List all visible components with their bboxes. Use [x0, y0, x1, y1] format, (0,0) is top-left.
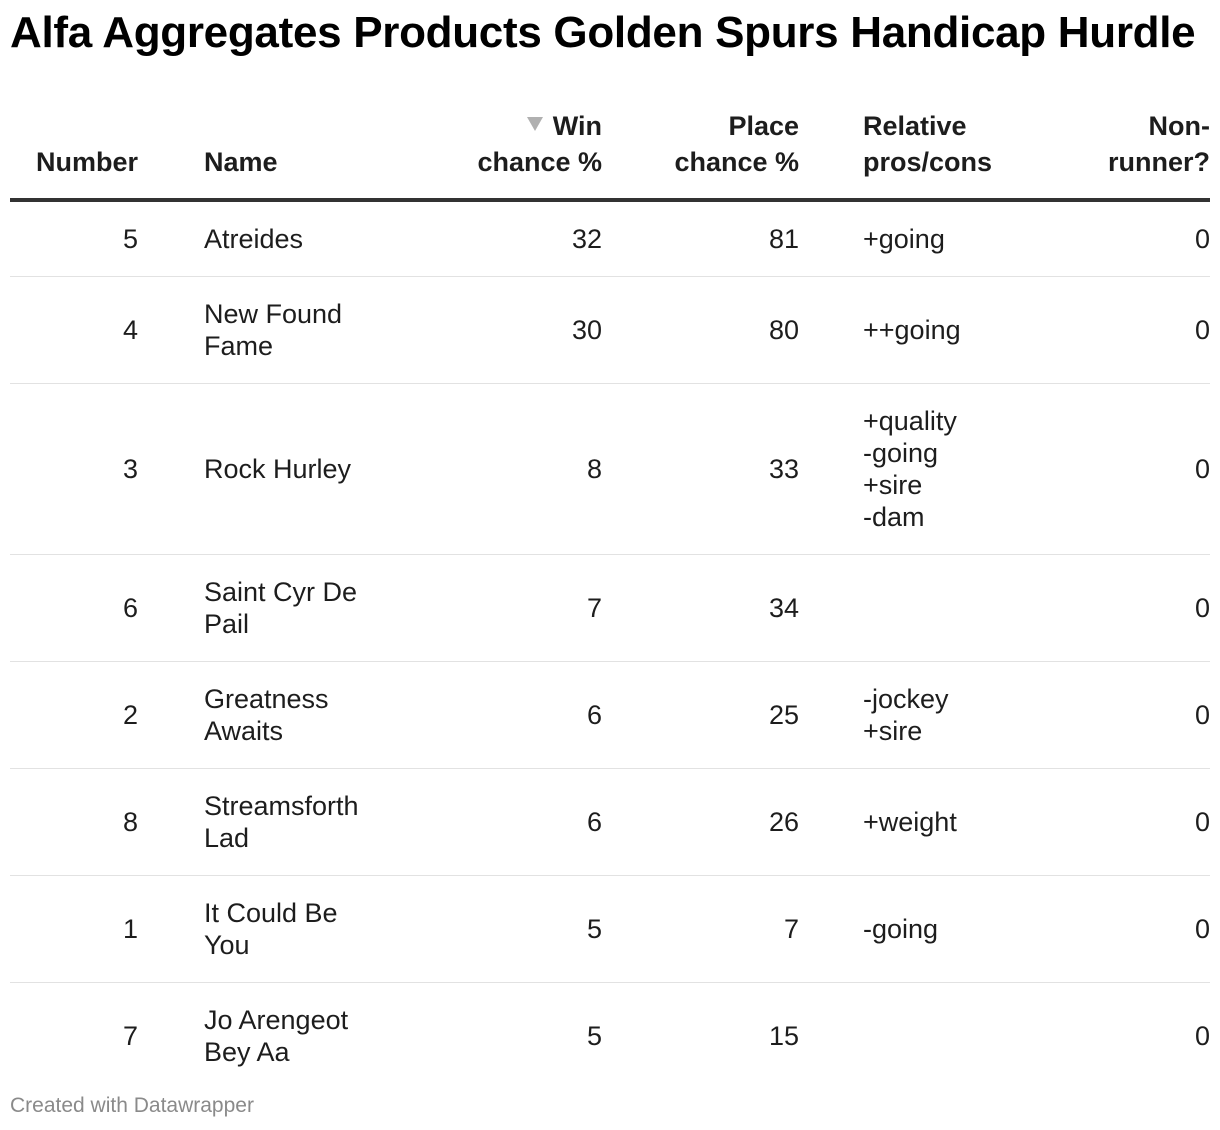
- header-label-line1: Place: [728, 111, 799, 141]
- cell-name: Streamsforth Lad: [160, 768, 402, 876]
- cell-non-runner: 0: [1049, 554, 1210, 662]
- cell-place-chance: 33: [602, 383, 799, 555]
- results-table: Number Name Win chance % Place chance % …: [10, 108, 1210, 1089]
- column-header-name[interactable]: Name: [160, 108, 402, 202]
- cell-number: 2: [10, 661, 160, 769]
- cell-pros-cons: [799, 554, 1049, 662]
- cell-non-runner: 0: [1049, 276, 1210, 384]
- cell-pros-cons: +weight: [799, 768, 1049, 876]
- sort-descending-icon: [526, 117, 543, 131]
- cell-pros-cons: ++going: [799, 276, 1049, 384]
- column-header-non-runner[interactable]: Non- runner?: [1049, 108, 1210, 202]
- table-row: 4 New Found Fame 30 80 ++going 0: [10, 276, 1210, 384]
- cell-place-chance: 15: [768, 1021, 799, 1051]
- cell-name: Rock Hurley: [160, 383, 402, 555]
- header-label: Name: [204, 147, 278, 177]
- column-header-pros-cons[interactable]: Relative pros/cons: [799, 108, 1049, 202]
- cell-number: 8: [10, 768, 160, 876]
- cell-pros-cons: -jockey +sire: [799, 661, 1049, 769]
- cell-place-chance: 7: [602, 875, 799, 983]
- cell-name: New Found Fame: [160, 276, 402, 384]
- cell-pros-cons: +quality -going +sire -dam: [799, 383, 1049, 555]
- cell-pros-cons: -going: [799, 875, 1049, 983]
- cell-number: 6: [10, 554, 160, 662]
- cell-place-chance: 80: [602, 276, 799, 384]
- header-label-line1: Relative: [863, 111, 967, 141]
- header-label-line1: Win: [552, 111, 602, 141]
- table-row: 7 Jo Arengeot Bey Aa 5 15 0: [10, 983, 1210, 1090]
- header-label: Number: [35, 147, 138, 177]
- footer-credit[interactable]: Created with Datawrapper: [10, 1094, 254, 1117]
- cell-number: 4: [10, 276, 160, 384]
- cell-win-chance: 7: [402, 554, 602, 662]
- column-header-place-chance[interactable]: Place chance %: [602, 108, 799, 202]
- header-label-line1: Non-: [1148, 111, 1210, 141]
- cell-place-chance: 34: [602, 554, 799, 662]
- cell-non-runner: 0: [1049, 768, 1210, 876]
- table-row: 1 It Could Be You 5 7 -going 0: [10, 875, 1210, 983]
- cell-name: Atreides: [160, 200, 402, 277]
- cell-win-chance: 32: [402, 200, 602, 277]
- cell-number: 5: [10, 200, 160, 277]
- cell-number: 7: [122, 1021, 138, 1051]
- cell-name: It Could Be You: [160, 875, 402, 983]
- chart-title: Alfa Aggregates Products Golden Spurs Ha…: [10, 8, 1196, 57]
- column-header-win-chance[interactable]: Win chance %: [402, 108, 602, 202]
- table-row: 2 Greatness Awaits 6 25 -jockey +sire 0: [10, 661, 1210, 769]
- header-label-line2: chance %: [674, 147, 799, 177]
- cell-win-chance: 6: [402, 768, 602, 876]
- cell-number: 1: [10, 875, 160, 983]
- cell-name: Greatness Awaits: [160, 661, 402, 769]
- table-row: 5 Atreides 32 81 +going 0: [10, 200, 1210, 277]
- cell-win-chance: 30: [402, 276, 602, 384]
- header-label-line2: runner?: [1107, 147, 1210, 177]
- cell-number: 3: [10, 383, 160, 555]
- cell-win-chance: 5: [586, 1021, 602, 1051]
- column-header-number[interactable]: Number: [10, 108, 160, 202]
- header-label-line2: chance %: [477, 147, 602, 177]
- table-row: 8 Streamsforth Lad 6 26 +weight 0: [10, 768, 1210, 876]
- chart-container: Alfa Aggregates Products Golden Spurs Ha…: [10, 0, 1210, 1130]
- table-row: 6 Saint Cyr De Pail 7 34 0: [10, 554, 1210, 662]
- table-header: Number Name Win chance % Place chance % …: [10, 108, 1210, 202]
- table-row: 3 Rock Hurley 8 33 +quality -going +sire…: [10, 383, 1210, 555]
- header-row: Number Name Win chance % Place chance % …: [10, 108, 1210, 202]
- cell-pros-cons: [799, 983, 1049, 1090]
- cell-place-chance: 81: [602, 200, 799, 277]
- table-body: 5 Atreides 32 81 +going 0 4 New Found Fa…: [10, 200, 1210, 1089]
- cell-place-chance: 26: [602, 768, 799, 876]
- cell-non-runner: 0: [1049, 661, 1210, 769]
- cell-name: Saint Cyr De Pail: [160, 554, 402, 662]
- cell-non-runner: 0: [1049, 200, 1210, 277]
- cell-name: Jo Arengeot Bey Aa: [204, 1005, 349, 1067]
- cell-non-runner: 0: [1049, 383, 1210, 555]
- header-label-line2: pros/cons: [863, 147, 993, 177]
- cell-non-runner: 0: [1049, 875, 1210, 983]
- cell-win-chance: 5: [402, 875, 602, 983]
- cell-win-chance: 8: [402, 383, 602, 555]
- cell-place-chance: 25: [602, 661, 799, 769]
- cell-non-runner: 0: [1194, 1021, 1210, 1051]
- cell-pros-cons: +going: [799, 200, 1049, 277]
- cell-win-chance: 6: [402, 661, 602, 769]
